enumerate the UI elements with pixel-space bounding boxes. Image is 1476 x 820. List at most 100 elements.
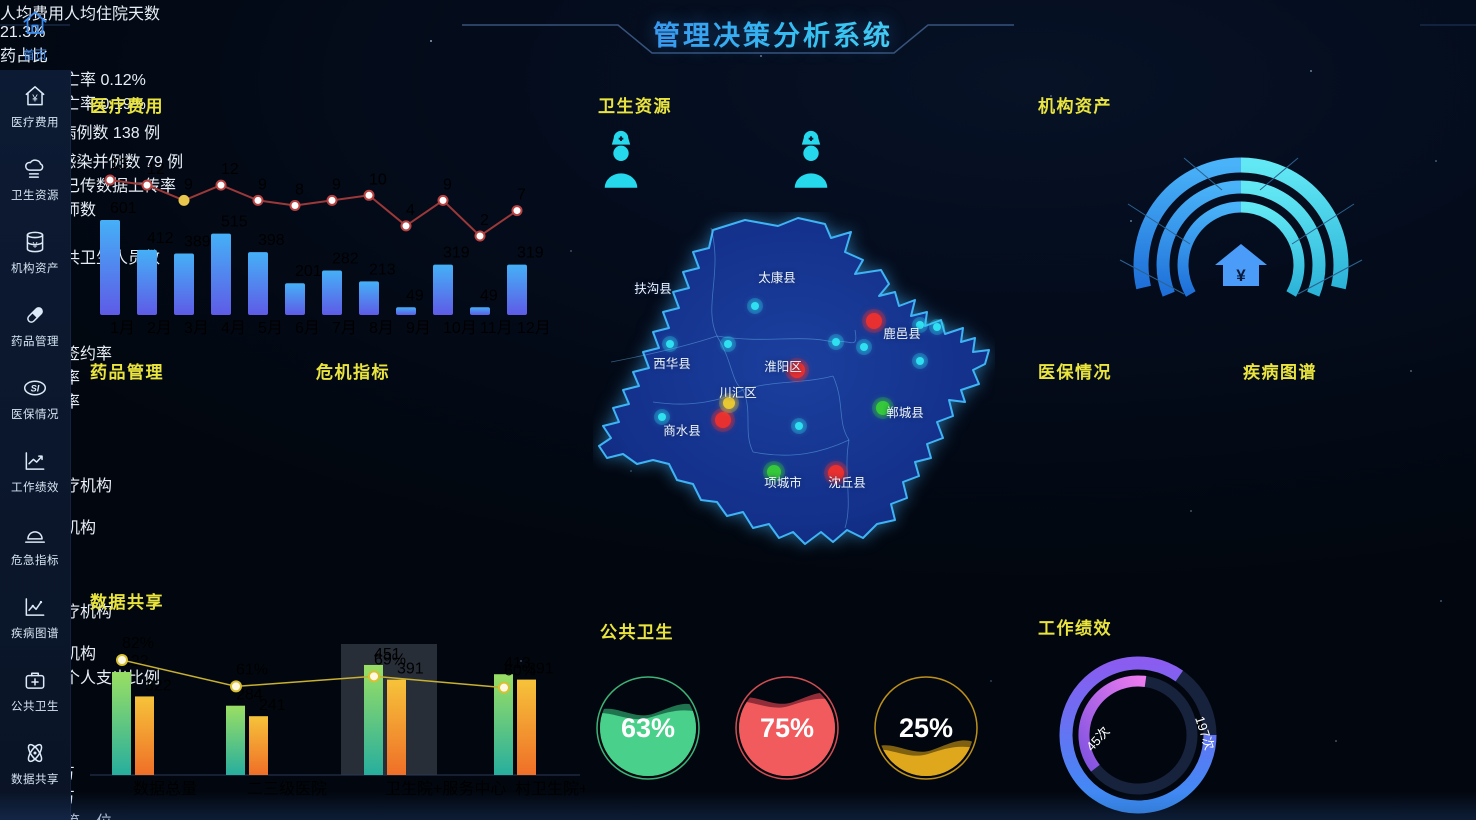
- panel-title-health-res: 卫生资源: [598, 97, 672, 116]
- county-label[interactable]: 项城市: [764, 475, 802, 490]
- county-label[interactable]: 太康县: [758, 270, 796, 285]
- county-label[interactable]: 鹿邑县: [883, 326, 921, 341]
- svg-text:9月: 9月: [406, 320, 431, 337]
- svg-text:389: 389: [184, 234, 211, 251]
- svg-text:12月: 12月: [517, 320, 551, 337]
- sidebar-item-home[interactable]: 首页: [8, 8, 62, 63]
- sidebar-item-label: 危急指标: [11, 555, 59, 567]
- county-label[interactable]: 西华县: [653, 356, 691, 371]
- svg-text:12: 12: [221, 161, 239, 178]
- yellow-map-marker[interactable]: [723, 397, 735, 409]
- svg-text:201: 201: [295, 263, 322, 280]
- panel-title-medical-fee: 医疗费用: [90, 97, 164, 116]
- liquid-gauge[interactable]: 25%: [870, 672, 982, 784]
- red-map-marker[interactable]: [789, 362, 805, 378]
- cyan-map-marker[interactable]: [751, 302, 759, 310]
- sidebar-item-label: 首页: [22, 48, 47, 62]
- cyan-map-marker[interactable]: [724, 340, 732, 348]
- sidebar-item-label: 工作绩效: [11, 482, 59, 494]
- sidebar-item-insurance[interactable]: SI 医保情况: [0, 362, 70, 435]
- sidebar-item-disease-map[interactable]: 疾病图谱: [0, 581, 70, 654]
- svg-text:¥: ¥: [31, 93, 38, 104]
- starfield-decoration: [430, 40, 432, 42]
- red-map-marker[interactable]: [866, 313, 882, 329]
- atom-icon: [27, 743, 43, 763]
- data-share-chart[interactable]: 422322数据总量284241二三级医院451391卫生院+服务中心41339…: [85, 598, 585, 810]
- svg-text:319: 319: [443, 245, 470, 262]
- green-map-marker[interactable]: [767, 465, 781, 479]
- sidebar-item-drug-mgmt[interactable]: 药品管理: [0, 289, 70, 362]
- sidebar-item-health-resource[interactable]: 卫生资源: [0, 143, 70, 216]
- cyan-map-marker[interactable]: [916, 321, 924, 329]
- svg-text:601: 601: [110, 200, 137, 217]
- sidebar-item-medical-fee[interactable]: ¥ 医疗费用: [0, 70, 70, 143]
- red-map-marker[interactable]: [715, 412, 731, 428]
- svg-text:2: 2: [480, 212, 489, 229]
- panel-title-performance: 工作绩效: [1038, 619, 1112, 638]
- sidebar-nav: ¥ 医疗费用 卫生资源 ¥ 机构资产 药品管理 SI 医保情况 工作绩效 危急指…: [0, 70, 71, 820]
- cyan-map-marker[interactable]: [860, 343, 868, 351]
- cyan-map-marker[interactable]: [666, 340, 674, 348]
- svg-text:¥: ¥: [1236, 266, 1246, 285]
- liquid-gauge[interactable]: 75%: [731, 672, 843, 784]
- county-label[interactable]: 川汇区: [719, 386, 757, 400]
- svg-text:9: 9: [443, 176, 452, 193]
- cyan-map-marker[interactable]: [658, 413, 666, 421]
- svg-text:村卫生院+服务中心: 村卫生院+服务中心: [515, 780, 585, 798]
- svg-text:¥: ¥: [32, 240, 38, 250]
- public-health-gauges: 63%建档率75%签约率25%重点人群签约率: [0, 292, 1476, 780]
- svg-text:61%: 61%: [236, 661, 268, 678]
- org-assets-ring-chart[interactable]: ¥: [1118, 152, 1368, 347]
- sidebar-item-critical[interactable]: 危急指标: [0, 508, 70, 581]
- legend-item[interactable]: 人均住院天数: [64, 6, 161, 23]
- panel-title-crisis: 危机指标: [316, 363, 390, 382]
- svg-text:60%: 60%: [504, 663, 536, 680]
- liquid-gauge[interactable]: 63%: [592, 672, 704, 784]
- svg-text:398: 398: [258, 232, 285, 249]
- sidebar-item-data-share[interactable]: 数据共享: [0, 727, 70, 800]
- medical-fee-chart[interactable]: 6011月4122月3893月5154月3985月2016月2827月2138月…: [85, 123, 575, 338]
- cyan-map-marker[interactable]: [795, 422, 803, 430]
- doctor-icon: [604, 130, 638, 188]
- svg-text:391: 391: [397, 661, 424, 678]
- sidebar-item-public-health[interactable]: 公共卫生: [0, 654, 70, 727]
- svg-text:82%: 82%: [122, 635, 154, 652]
- card-unit: 例: [144, 125, 161, 142]
- svg-text:7: 7: [517, 187, 526, 204]
- sidebar-item-performance[interactable]: 工作绩效: [0, 435, 70, 508]
- alarm-dome-icon: [25, 531, 45, 543]
- sidebar-item-label: 公共卫生: [11, 701, 59, 713]
- drug-ratio-value: 21.3%: [0, 24, 46, 41]
- sidebar-item-label: 数据共享: [11, 774, 59, 786]
- svg-text:3月: 3月: [184, 320, 209, 337]
- svg-text:422: 422: [122, 653, 149, 670]
- svg-text:5月: 5月: [258, 320, 283, 337]
- svg-text:SI: SI: [31, 383, 40, 393]
- panel-title-public-health: 公共卫生: [600, 623, 674, 642]
- county-label[interactable]: 郸城县: [886, 406, 924, 420]
- county-label[interactable]: 扶沟县: [634, 281, 672, 296]
- svg-text:284: 284: [236, 687, 263, 704]
- sidebar-item-label: 医疗费用: [11, 117, 59, 129]
- panel-title-org-assets: 机构资产: [1038, 97, 1112, 116]
- sidebar-item-label: 疾病图谱: [11, 628, 59, 640]
- svg-text:413: 413: [504, 655, 531, 672]
- county-label[interactable]: 商水县: [663, 423, 701, 438]
- cyan-map-marker[interactable]: [933, 323, 941, 331]
- svg-text:4月: 4月: [221, 320, 246, 337]
- svg-text:25%: 25%: [899, 713, 953, 743]
- panel-title-data-share: 数据共享: [90, 593, 164, 612]
- sidebar-item-org-assets[interactable]: ¥ 机构资产: [0, 216, 70, 289]
- county-label[interactable]: 淮阳区: [764, 360, 802, 374]
- county-label[interactable]: 沈丘县: [828, 475, 866, 490]
- cyan-map-marker[interactable]: [916, 357, 924, 365]
- red-map-marker[interactable]: [828, 465, 844, 481]
- svg-text:8月: 8月: [369, 320, 394, 337]
- cyan-map-marker[interactable]: [832, 338, 840, 346]
- sidebar-item-label: 药品管理: [11, 336, 59, 348]
- green-map-marker[interactable]: [876, 401, 890, 415]
- svg-text:9: 9: [184, 176, 193, 193]
- panel-title-drug: 药品管理: [90, 363, 164, 382]
